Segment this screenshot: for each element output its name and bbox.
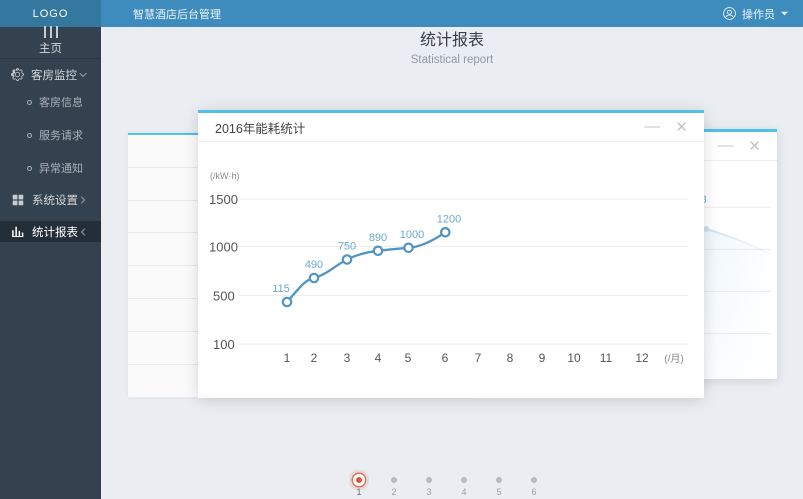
svg-text:7: 7 bbox=[475, 351, 482, 365]
svg-text:500: 500 bbox=[213, 288, 235, 303]
svg-text:890: 890 bbox=[369, 232, 387, 244]
svg-text:11: 11 bbox=[600, 351, 613, 365]
svg-text:115: 115 bbox=[272, 283, 290, 295]
svg-text:9: 9 bbox=[539, 351, 546, 365]
svg-text:6: 6 bbox=[442, 351, 449, 365]
svg-text:1200: 1200 bbox=[437, 213, 461, 225]
svg-text:750: 750 bbox=[338, 241, 356, 253]
svg-text:3: 3 bbox=[344, 351, 351, 365]
svg-text:(/kW·h): (/kW·h) bbox=[210, 171, 240, 181]
svg-text:1500: 1500 bbox=[209, 192, 238, 207]
svg-text:490: 490 bbox=[305, 259, 323, 271]
svg-text:12: 12 bbox=[635, 351, 649, 365]
svg-text:1000: 1000 bbox=[209, 239, 238, 254]
svg-text:8: 8 bbox=[507, 351, 514, 365]
svg-text:1000: 1000 bbox=[400, 229, 424, 241]
svg-text:1: 1 bbox=[284, 351, 291, 365]
svg-text:(/月): (/月) bbox=[664, 353, 683, 365]
svg-text:4: 4 bbox=[375, 351, 382, 365]
svg-text:100: 100 bbox=[213, 337, 235, 352]
svg-text:5: 5 bbox=[405, 351, 412, 365]
svg-text:2: 2 bbox=[311, 351, 318, 365]
svg-text:10: 10 bbox=[567, 351, 581, 365]
